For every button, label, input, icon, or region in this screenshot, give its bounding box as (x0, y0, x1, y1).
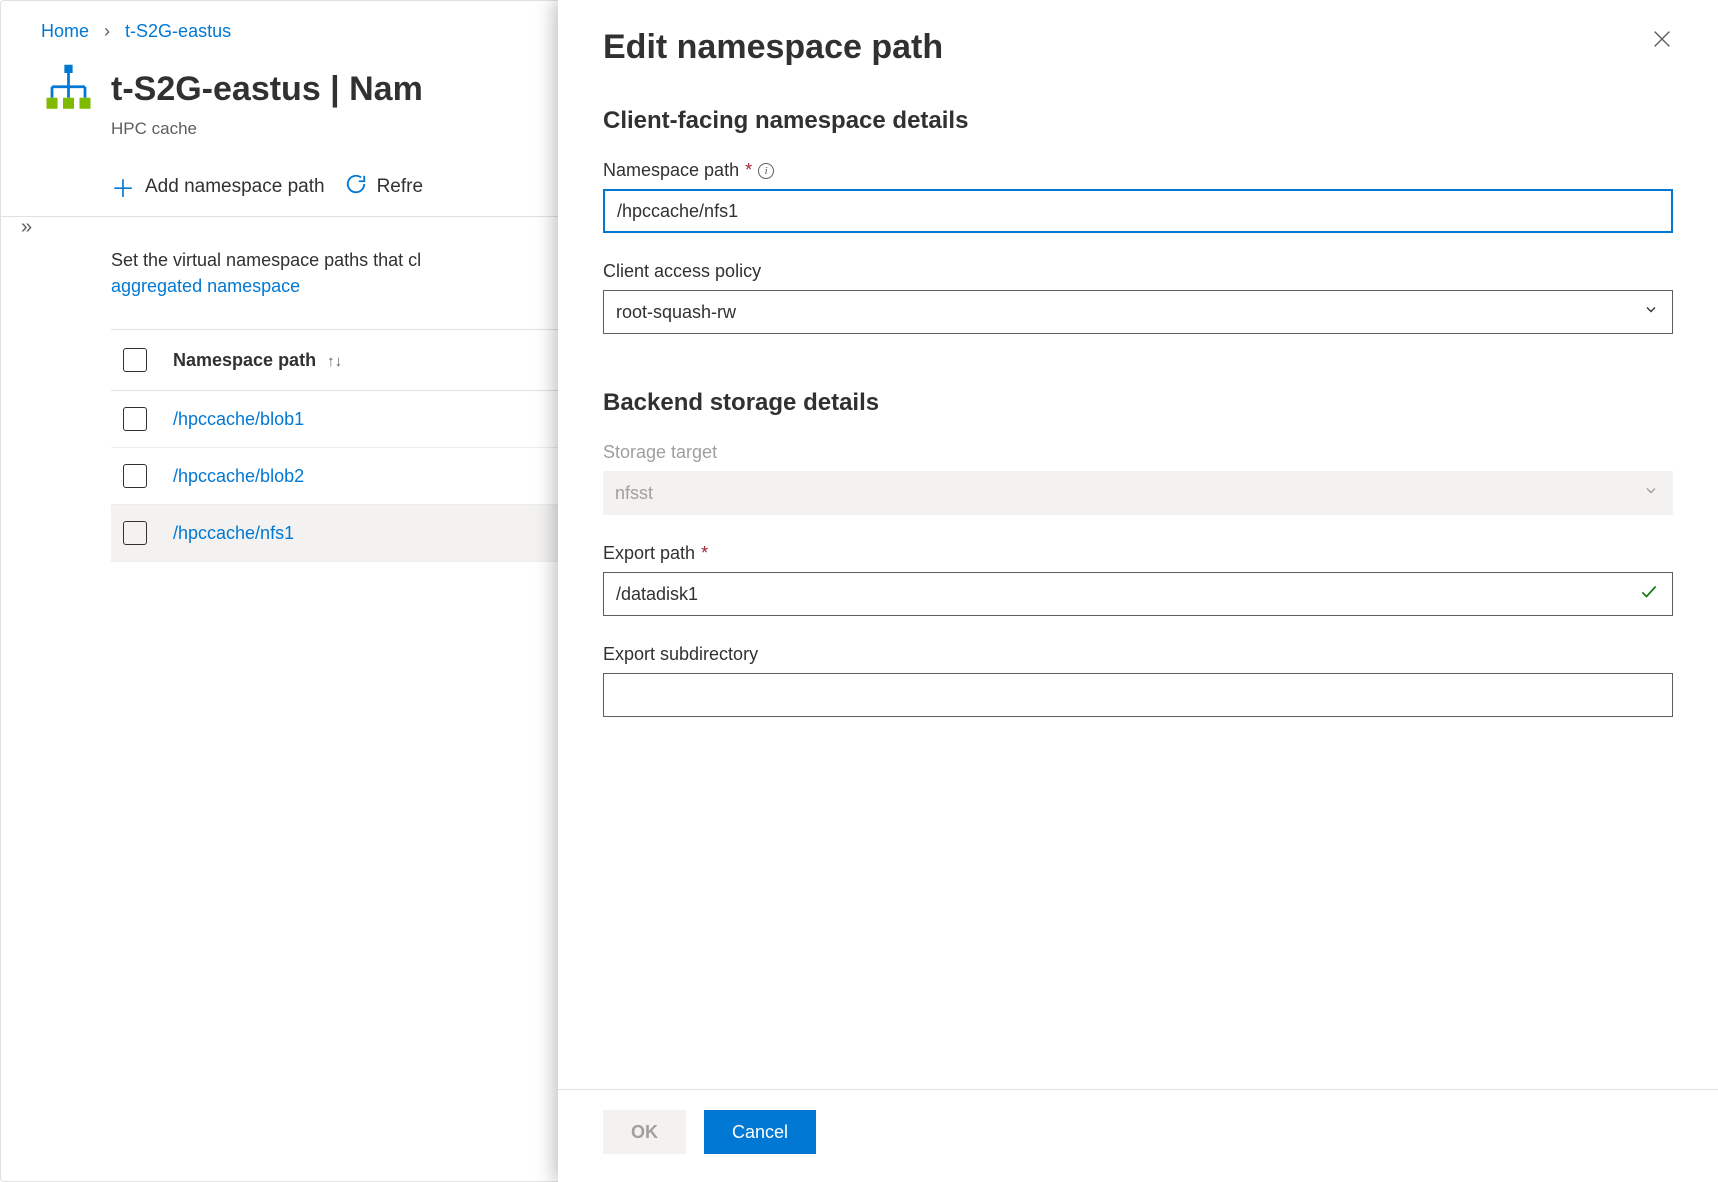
row-checkbox[interactable] (123, 407, 147, 431)
breadcrumb-item[interactable]: t-S2G-eastus (125, 21, 231, 41)
aggregated-namespace-link[interactable]: aggregated namespace (111, 276, 300, 296)
expand-nav-button[interactable]: » (21, 216, 28, 239)
namespace-path-link[interactable]: /hpccache/blob2 (173, 466, 304, 486)
namespace-path-label: Namespace path * i (603, 160, 1673, 181)
add-namespace-path-button[interactable]: ＋ Add namespace path (111, 169, 325, 204)
export-subdir-input[interactable] (603, 673, 1673, 717)
cancel-button[interactable]: Cancel (704, 1110, 816, 1154)
hpc-cache-icon (41, 62, 96, 117)
breadcrumb-home[interactable]: Home (41, 21, 89, 41)
row-checkbox[interactable] (123, 521, 147, 545)
refresh-button-label: Refre (377, 176, 423, 198)
namespace-path-link[interactable]: /hpccache/nfs1 (173, 523, 294, 543)
ok-button[interactable]: OK (603, 1110, 686, 1154)
col-path-label: Namespace path (173, 350, 316, 370)
required-indicator: * (745, 160, 752, 181)
refresh-button[interactable]: Refre (345, 173, 423, 201)
chevron-right-icon: › (104, 21, 110, 41)
sort-icon: ↑↓ (327, 353, 342, 370)
export-path-input[interactable] (603, 572, 1673, 616)
refresh-icon (345, 173, 367, 201)
namespace-path-link[interactable]: /hpccache/blob1 (173, 409, 304, 429)
description-text: Set the virtual namespace paths that cl (111, 250, 421, 270)
plus-icon: ＋ (111, 169, 135, 204)
required-indicator: * (701, 543, 708, 564)
page-title: t-S2G-eastus | Nam (111, 70, 423, 109)
select-all-checkbox[interactable] (123, 348, 147, 372)
namespace-path-input[interactable] (603, 189, 1673, 233)
edit-namespace-panel: Edit namespace path Client-facing namesp… (558, 0, 1718, 1182)
storage-target-select (603, 471, 1673, 515)
row-checkbox[interactable] (123, 464, 147, 488)
access-policy-label: Client access policy (603, 261, 1673, 282)
export-subdir-label: Export subdirectory (603, 644, 1673, 665)
add-button-label: Add namespace path (145, 176, 325, 198)
storage-target-label: Storage target (603, 442, 1673, 463)
export-path-label: Export path * (603, 543, 1673, 564)
section-client-facing: Client-facing namespace details (603, 107, 1673, 135)
section-backend-storage: Backend storage details (603, 389, 1673, 417)
access-policy-select[interactable] (603, 290, 1673, 334)
info-icon[interactable]: i (758, 163, 774, 179)
panel-title: Edit namespace path (603, 28, 943, 67)
close-button[interactable] (1651, 28, 1673, 54)
